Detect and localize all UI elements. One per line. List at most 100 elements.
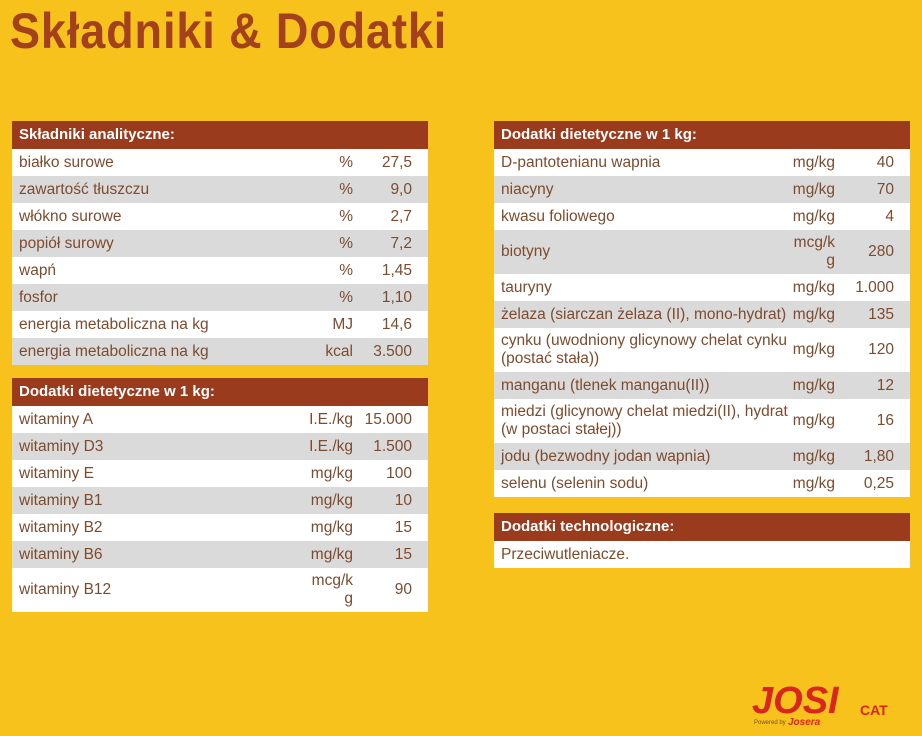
logo: JOSI CAT Powered by Josera [752,680,902,730]
row-label: witaminy A [19,410,94,428]
logo-brand: JOSI [752,680,839,722]
row-unit: mg/kg [792,180,835,198]
row-unit: mg/kg [792,278,835,296]
row-label: wapń [19,261,57,279]
row-label: manganu (tlenek manganu(II)) [501,376,710,394]
row-unit: mg/kg [792,341,835,358]
row-label: witaminy D3 [19,437,104,455]
row-value: 27,5 [381,153,412,171]
row-unit: % [339,153,353,171]
table-row: witaminy B1 mg/kg 10 [12,487,428,514]
row-label: jodu (bezwodny jodan wapnia) [501,447,711,465]
table-body: witaminy A I.E./kg 15.000 witaminy D3 I.E./k… [12,406,428,612]
table: Dodatki dietetyczne w 1 kg: D-pantotenian… [494,121,910,497]
row-unit: % [339,288,353,306]
table-body: białko surowe% 27,5 zawartość tłuszczu% 9,0… [12,149,428,365]
row-label: Przeciwutleniacze. [501,545,630,563]
row-value: 280 [868,243,894,260]
table-row: żelaza (siarczan żelaza (II), mono-hydra… [494,301,910,328]
table-heading: Dodatki technologiczne: [494,513,910,541]
row-unit: I.E./kg [309,410,353,428]
table-row: popiół surowy% 7,2 [12,230,428,257]
table-row: D-pantotenianu wapnia mg/kg 40 [494,149,910,176]
row-unit: mcg/kg [311,572,353,607]
row-value: 1,80 [863,447,894,465]
row-unit: % [339,261,353,279]
row-label: biotyny [501,243,551,260]
table-row: biotyny mcg/kg 280 [494,230,910,274]
table-row: energia metaboliczna na kg MJ 14,6 [12,311,428,338]
row-value: 135 [868,305,894,323]
row-value: 4 [885,207,894,225]
logo-maker: Josera [788,717,821,728]
row-value: 7,2 [390,234,412,252]
table: Dodatki dietetyczne w 1 kg: witaminy A I.E… [12,378,428,612]
table-row: energia metaboliczna na kg kcal 3.500 [12,338,428,365]
row-label: witaminy E [19,464,94,482]
row-value: 16 [876,412,894,429]
logo-powered: Powered by [754,720,786,726]
table-row: witaminy D3 I.E./kg 1.500 [12,433,428,460]
row-unit: mg/kg [792,447,835,465]
row-unit: mg/kg [792,305,835,323]
row-label: D-pantotenianu wapnia [501,153,661,171]
row-label: selenu (selenin sodu) [501,474,649,492]
row-label: cynku (uwodniony glicynowy chelat cynku … [501,332,788,367]
table-row: witaminy B2 mg/kg 15 [12,514,428,541]
row-value: 15 [394,545,412,563]
table-row: selenu (selenin sodu) mg/kg 0,25 [494,470,910,497]
table-body: D-pantotenianu wapnia mg/kg 40 niacyny mg/kg… [494,149,910,497]
table-body: Przeciwutleniacze. [494,541,910,568]
row-label: kwasu foliowego [501,207,615,225]
table-heading: Dodatki dietetyczne w 1 kg: [494,121,910,149]
table-row: kwasu foliowego mg/kg 4 [494,203,910,230]
row-unit: % [339,234,353,252]
row-value: 1.500 [373,437,412,455]
row-value: 10 [394,491,412,509]
row-label: niacyny [501,180,554,198]
row-value: 14,6 [381,315,412,333]
row-label: witaminy B6 [19,545,103,563]
table-row: witaminy B6 mg/kg 15 [12,541,428,568]
right-column: Dodatki dietetyczne w 1 kg: D-pantotenian… [494,121,910,568]
table-row: witaminy E mg/kg 100 [12,460,428,487]
row-unit: mg/kg [310,464,353,482]
table-row: włókno surowe% 2,7 [12,203,428,230]
row-unit: mg/kg [792,412,835,429]
row-label: energia metaboliczna na kg [19,315,209,333]
row-label: włókno surowe [19,207,122,225]
row-label: witaminy B1 [19,491,103,509]
row-label: żelaza (siarczan żelaza (II), mono-hydra… [501,305,787,323]
row-unit: mg/kg [310,491,353,509]
row-unit: mg/kg [310,545,353,563]
row-unit: % [339,180,353,198]
row-value: 40 [876,153,894,171]
row-value: 100 [386,464,412,482]
row-value: 2,7 [390,207,412,225]
row-unit: mg/kg [792,153,835,171]
row-value: 1,45 [381,261,412,279]
row-value: 15 [394,518,412,536]
row-unit: mg/kg [792,207,835,225]
table-row: jodu (bezwodny jodan wapnia) mg/kg 1,80 [494,443,910,470]
row-value: 12 [876,376,894,394]
row-label: energia metaboliczna na kg [19,342,209,360]
row-unit: mg/kg [310,518,353,536]
table-row: miedzi (glicynowy chelat miedzi(II), hyd… [494,399,910,443]
row-label: tauryny [501,278,552,296]
table-row: niacyny mg/kg 70 [494,176,910,203]
row-label: popiół surowy [19,234,114,252]
row-value: 1.000 [855,278,894,296]
row-value: 70 [876,180,894,198]
row-value: 15.000 [364,410,412,428]
table-row: białko surowe% 27,5 [12,149,428,176]
logo-sub: CAT [860,702,888,718]
row-unit: kcal [325,342,353,360]
row-value: 0,25 [863,474,894,492]
row-value: 3.500 [373,342,412,360]
row-unit: mg/kg [792,474,835,492]
row-label: fosfor [19,288,58,306]
table-row: wapń% 1,45 [12,257,428,284]
row-unit: I.E./kg [309,437,353,455]
